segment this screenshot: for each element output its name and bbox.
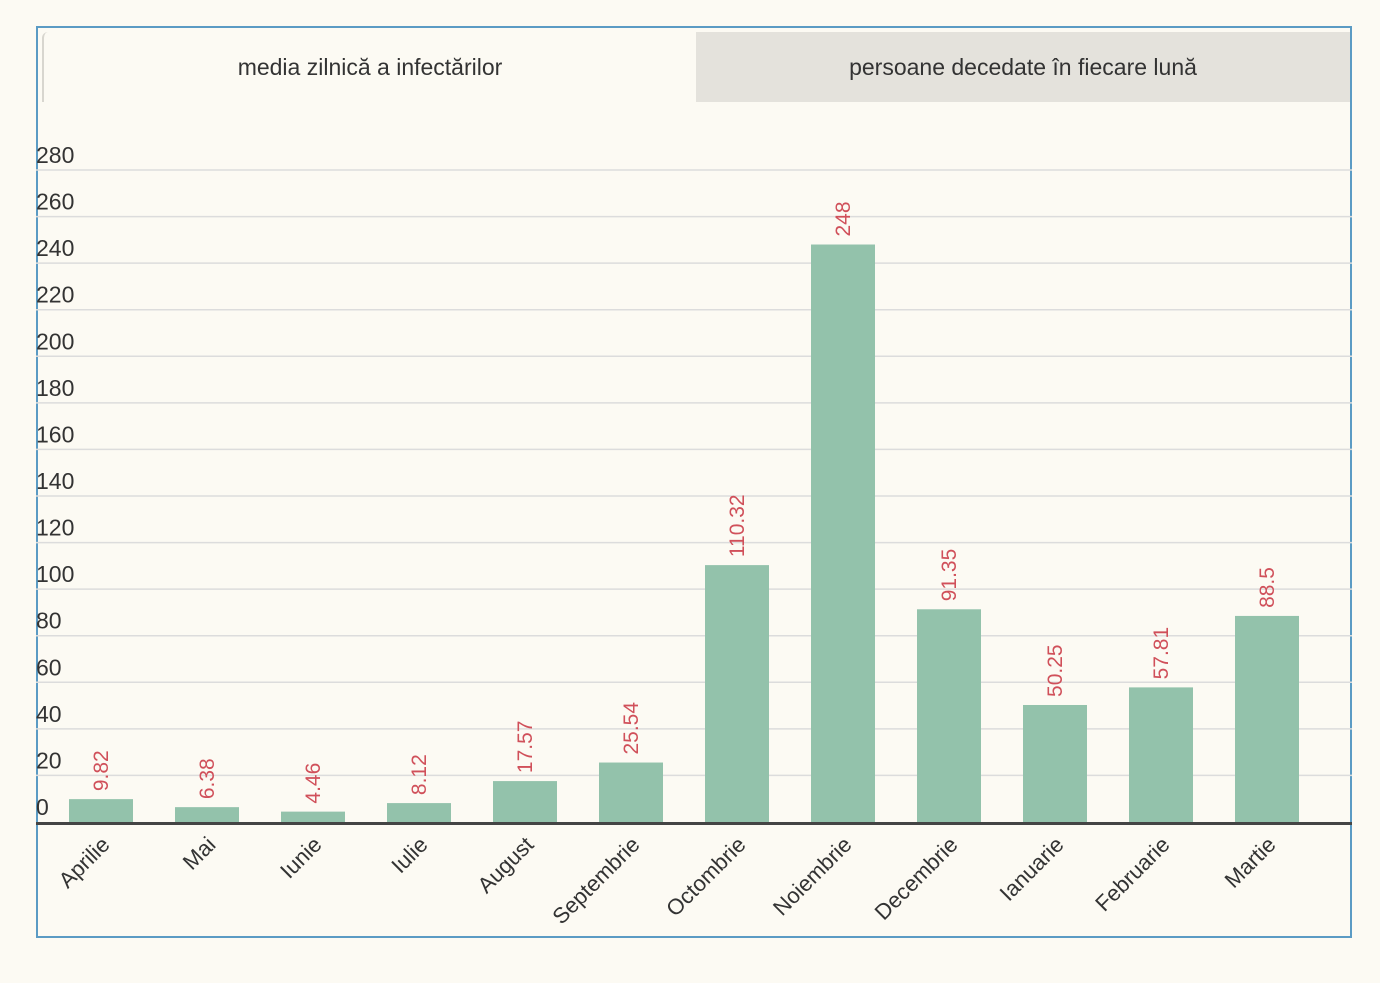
bar-iulie[interactable]: [387, 803, 451, 822]
x-tick-label-mai: Mai: [178, 832, 221, 875]
tab-bar: media zilnică a infectărilor persoane de…: [42, 32, 1350, 102]
tab-monthly-deaths[interactable]: persoane decedate în fiecare lună: [696, 32, 1350, 102]
data-label-octombrie: 110.32: [726, 494, 749, 557]
y-tick-label-160: 160: [36, 421, 74, 447]
bar-iunie[interactable]: [281, 811, 345, 822]
data-label-martie: 88.5: [1256, 567, 1279, 608]
x-tick-label-septembrie: Septembrie: [547, 832, 644, 929]
tab-daily-infections-label: media zilnică a infectărilor: [237, 53, 503, 80]
gridlines: [36, 169, 1352, 777]
y-tick-label-260: 260: [36, 189, 74, 215]
x-tick-label-martie: Martie: [1220, 832, 1281, 893]
data-label-mai: 6.38: [196, 758, 219, 799]
bar-februarie[interactable]: [1129, 687, 1193, 822]
data-label-septembrie: 25.54: [620, 702, 643, 755]
bar-septembrie[interactable]: [599, 762, 663, 822]
y-tick-label-40: 40: [36, 701, 62, 727]
y-tick-label-200: 200: [36, 328, 74, 354]
y-tick-label-80: 80: [36, 608, 62, 634]
y-tick-label-60: 60: [36, 654, 62, 680]
chart-frame: media zilnică a infectărilor persoane de…: [36, 26, 1352, 938]
data-label-iulie: 8.12: [408, 754, 431, 795]
x-tick-label-noiembrie: Noiembrie: [768, 832, 857, 921]
x-tick-label-august: August: [472, 832, 538, 898]
y-tick-label-220: 220: [36, 282, 74, 308]
x-tick-label-ianuarie: Ianuarie: [995, 832, 1069, 906]
x-tick-label-februarie: Februarie: [1090, 832, 1174, 916]
data-label-iunie: 4.46: [302, 763, 325, 804]
data-label-aprilie: 9.82: [90, 750, 113, 791]
y-tick-label-120: 120: [36, 515, 74, 541]
x-tick-label-octombrie: Octombrie: [661, 832, 750, 921]
tab-daily-infections[interactable]: media zilnică a infectărilor: [42, 32, 696, 102]
y-axis-ticks: 0 20 40 60 80 100 120 140 160 180 200 220 240 260 280: [36, 142, 74, 820]
bar-noiembrie[interactable]: [811, 244, 875, 822]
data-label-decembrie: 91.35: [938, 549, 961, 602]
y-tick-label-180: 180: [36, 375, 74, 401]
tab-monthly-deaths-label: persoane decedate în fiecare lună: [849, 53, 1197, 80]
bar-martie[interactable]: [1235, 615, 1299, 822]
data-label-ianuarie: 50.25: [1044, 644, 1067, 697]
bar-octombrie[interactable]: [705, 565, 769, 822]
x-tick-label-iulie: Iulie: [386, 832, 432, 878]
data-label-noiembrie: 248: [832, 201, 855, 236]
bar-aprilie[interactable]: [69, 799, 133, 822]
y-tick-label-240: 240: [36, 235, 74, 261]
y-tick-label-0: 0: [36, 794, 49, 820]
bar-august[interactable]: [493, 781, 557, 822]
data-label-august: 17.57: [514, 721, 537, 774]
x-tick-label-decembrie: Decembrie: [870, 832, 963, 925]
data-labels: 9.82 6.38 4.46 8.12 17.57 25.54 110.32 248 91.35…: [90, 201, 1279, 803]
x-axis-ticks: Aprilie Mai Iunie Iulie August Septembrie Octo…: [54, 832, 1281, 929]
bar-ianuarie[interactable]: [1023, 704, 1087, 822]
x-tick-label-aprilie: Aprilie: [54, 832, 115, 893]
y-tick-label-100: 100: [36, 561, 74, 587]
data-label-februarie: 57.81: [1150, 627, 1173, 680]
x-tick-label-iunie: Iunie: [275, 832, 326, 883]
y-tick-label-280: 280: [36, 142, 74, 168]
y-tick-label-140: 140: [36, 468, 74, 494]
bars: [69, 244, 1299, 822]
y-tick-label-20: 20: [36, 747, 62, 773]
bar-decembrie[interactable]: [917, 609, 981, 822]
bar-mai[interactable]: [175, 807, 239, 822]
